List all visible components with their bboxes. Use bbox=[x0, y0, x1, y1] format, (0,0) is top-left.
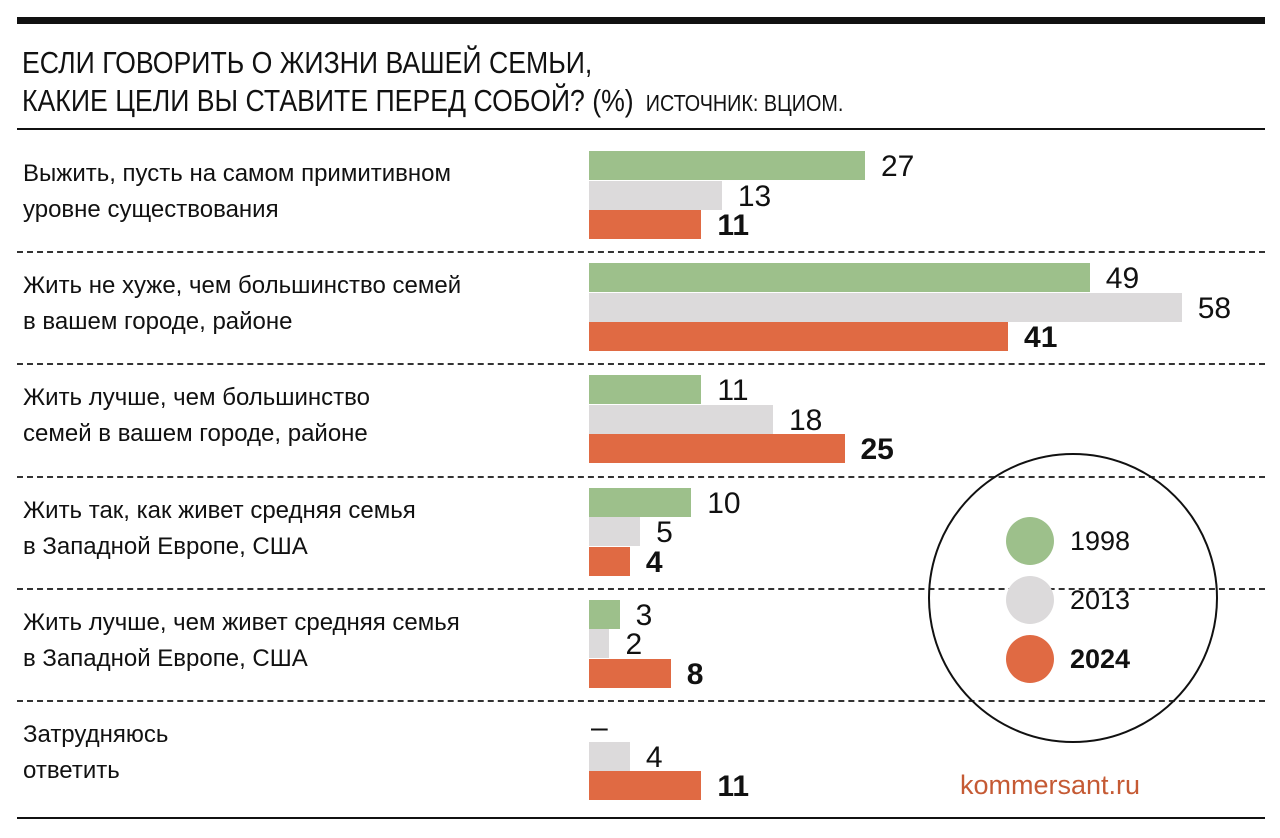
bar-1998 bbox=[589, 599, 620, 629]
category-label: Жить лучше, чем живет средняя семья в Зап… bbox=[23, 605, 583, 677]
value-label-2013: 13 bbox=[737, 179, 772, 213]
value-label-2024: 8 bbox=[686, 657, 704, 691]
top-rule bbox=[17, 17, 1265, 24]
bar-1998 bbox=[589, 487, 692, 517]
category-label-line: семей в вашем городе, районе bbox=[23, 420, 368, 448]
value-label-1998: 11 bbox=[717, 374, 749, 408]
value-label-2013: 5 bbox=[656, 516, 673, 550]
category-label: Жить лучше, чем большинство семей в вашем… bbox=[23, 380, 583, 452]
bar-2024 bbox=[589, 434, 845, 464]
category-label: Выжить, пусть на самом примитивном уровне… bbox=[23, 156, 583, 228]
category-label-line: Затрудняюсь bbox=[23, 721, 169, 748]
value-label-1998: 10 bbox=[707, 486, 741, 520]
title-line-2: КАКИЕ ЦЕЛИ ВЫ СТАВИТЕ ПЕРЕД СОБОЙ? (%) ИС… bbox=[22, 82, 843, 122]
category-label-line: Жить лучше, чем большинство bbox=[23, 384, 371, 412]
legend-label-2013: 2013 bbox=[1070, 585, 1131, 615]
value-label-2024: 41 bbox=[1024, 321, 1058, 355]
bar-1998 bbox=[589, 375, 702, 405]
category-label-line: ответить bbox=[23, 757, 120, 784]
category-label: Жить не хуже, чем большинство семей в ваш… bbox=[23, 268, 583, 340]
bar-2024 bbox=[589, 210, 702, 239]
header-rule bbox=[17, 128, 1265, 130]
bar-2024 bbox=[589, 771, 702, 800]
row-divider bbox=[17, 363, 1265, 366]
source-note: ИСТОЧНИК: ВЦИОМ. bbox=[645, 90, 844, 116]
value-label-2013: 4 bbox=[645, 740, 663, 774]
category-label-line: Жить лучше, чем живет средняя семья bbox=[23, 608, 460, 636]
bar-2013 bbox=[589, 517, 641, 547]
bar-1998 bbox=[589, 263, 1090, 293]
bar-1998 bbox=[589, 151, 865, 180]
value-label-2013: 58 bbox=[1197, 291, 1232, 325]
title-text: КАКИЕ ЦЕЛИ ВЫ СТАВИТЕ ПЕРЕД СОБОЙ? (%) bbox=[22, 83, 634, 118]
bar-2013 bbox=[589, 741, 630, 771]
value-label-1998: 27 bbox=[880, 150, 915, 183]
value-label-2024: 4 bbox=[645, 545, 663, 579]
value-label-1998: – bbox=[591, 711, 608, 744]
category-label-line: Жить не хуже, чем большинство семей bbox=[23, 272, 462, 300]
row-divider bbox=[17, 251, 1265, 254]
bar-2024 bbox=[589, 658, 671, 688]
value-label-2024: 11 bbox=[717, 770, 750, 803]
bar-2024 bbox=[589, 322, 1009, 352]
legend-label-1998: 1998 bbox=[1070, 526, 1131, 556]
bar-2013 bbox=[589, 292, 1182, 322]
bottom-rule bbox=[17, 817, 1265, 819]
category-label-line: Жить так, как живет средняя семья bbox=[23, 496, 416, 524]
category-label: Жить так, как живет средняя семья в Запад… bbox=[23, 493, 583, 565]
legend-swatch-2013 bbox=[1006, 576, 1054, 624]
bar-2013 bbox=[589, 404, 773, 434]
row-divider bbox=[17, 587, 1265, 590]
legend-swatch-1998 bbox=[1006, 517, 1054, 565]
title-line-1: ЕСЛИ ГОВОРИТЬ О ЖИЗНИ ВАШЕЙ СЕМЬИ, bbox=[22, 45, 593, 80]
legend: 1998 2013 2024 bbox=[928, 453, 1218, 743]
category-label-line: в Западной Европе, США bbox=[23, 644, 308, 672]
category-label-line: в вашем городе, районе bbox=[23, 308, 293, 336]
value-label-2013: 2 bbox=[625, 628, 643, 662]
brand-credit: kommersant.ru bbox=[960, 770, 1141, 800]
value-label-1998: 49 bbox=[1105, 262, 1140, 296]
legend-label-2024: 2024 bbox=[1070, 644, 1131, 674]
category-label-line: Выжить, пусть на самом примитивном bbox=[23, 160, 451, 187]
category-label-line: уровне существования bbox=[23, 196, 279, 223]
bar-2024 bbox=[589, 546, 630, 576]
value-label-2024: 25 bbox=[860, 433, 894, 467]
row-divider bbox=[17, 475, 1265, 478]
value-label-2024: 11 bbox=[717, 209, 750, 242]
value-label-2013: 18 bbox=[788, 403, 823, 437]
value-label-1998: 3 bbox=[635, 598, 653, 632]
bar-2013 bbox=[589, 180, 722, 210]
row-divider bbox=[17, 700, 1265, 702]
bar-2013 bbox=[589, 629, 610, 659]
category-label: Затрудняюсь ответить bbox=[23, 717, 583, 789]
legend-swatch-2024 bbox=[1006, 635, 1054, 683]
category-label-line: в Западной Европе, США bbox=[23, 532, 308, 560]
